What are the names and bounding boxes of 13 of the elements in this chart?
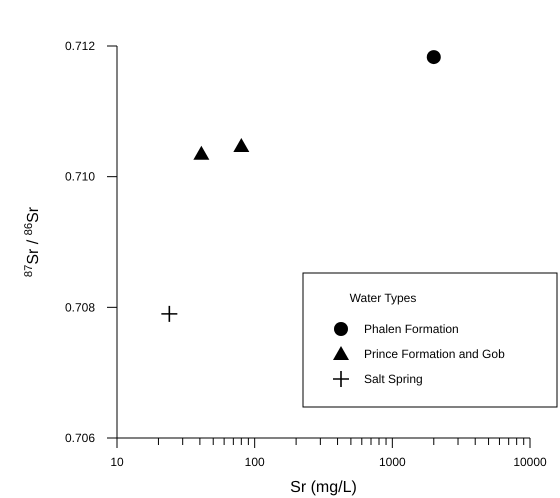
x-tick-label: 10000: [513, 455, 548, 469]
legend-label: Phalen Formation: [364, 322, 459, 336]
y-tick-label: 0.708: [64, 300, 96, 314]
legend-label: Prince Formation and Gob: [364, 347, 506, 361]
x-axis-title: Sr (mg/L): [290, 479, 357, 496]
x-tick-label: 100: [244, 455, 265, 469]
x-tick-label: 1000: [378, 455, 406, 469]
legend-label: Salt Spring: [364, 372, 423, 386]
y-tick-label: 0.706: [64, 431, 96, 445]
x-tick-label: 10: [110, 455, 124, 469]
y-tick-label: 0.710: [64, 170, 96, 184]
y-tick-label: 0.712: [64, 39, 96, 53]
legend-title: Water Types: [350, 291, 416, 305]
